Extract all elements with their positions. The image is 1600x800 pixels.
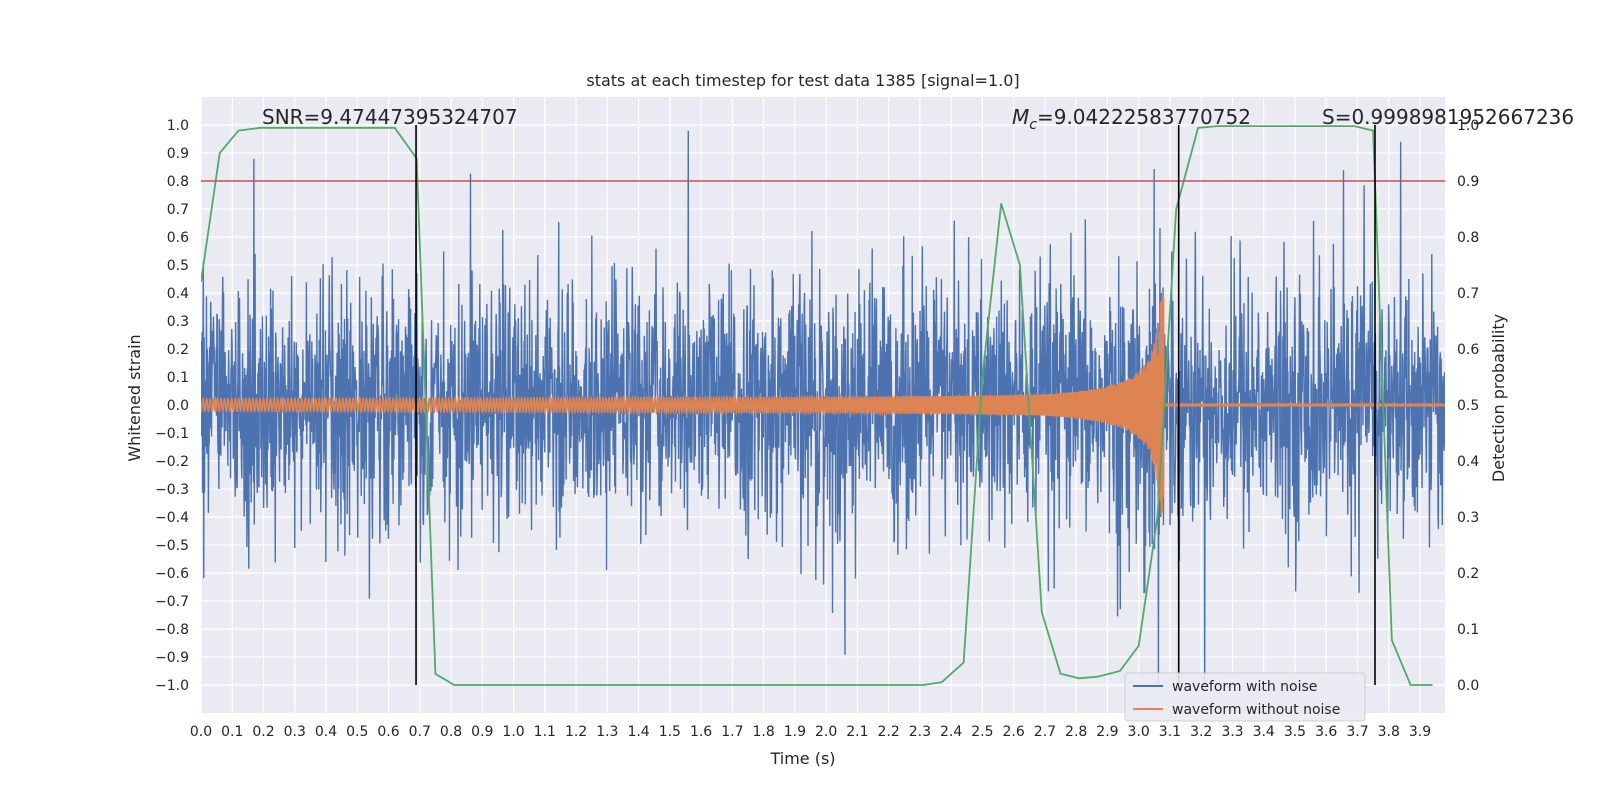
x-tick-label: 2.3 [909, 724, 931, 740]
x-tick-label: 3.7 [1346, 724, 1368, 740]
x-tick-label: 3.3 [1221, 724, 1243, 740]
y-tick-label: −0.8 [155, 622, 189, 638]
legend-clean-label: waveform without noise [1172, 702, 1340, 718]
x-tick-label: 3.8 [1378, 724, 1400, 740]
y2-tick-label: 0.8 [1457, 230, 1479, 246]
probability-line [201, 125, 1433, 686]
y2-axis-label: Detection probability [1489, 314, 1508, 482]
y-tick-label: 0.6 [167, 230, 189, 246]
y-tick-label: −0.1 [155, 426, 189, 442]
x-tick-label: 1.4 [627, 724, 649, 740]
mc-value: =9.04222583770752 [1037, 105, 1251, 129]
x-tick-label: 1.9 [784, 724, 806, 740]
x-tick-label: 0.0 [190, 724, 212, 740]
y-tick-label: −0.2 [155, 454, 189, 470]
waveform-without-noise-series [201, 296, 1445, 515]
y-tick-label: 0.2 [167, 342, 189, 358]
y-tick-label: −1.0 [155, 678, 189, 694]
x-tick-label: 0.7 [409, 724, 431, 740]
legend: waveform with noise waveform without noi… [1124, 672, 1366, 722]
x-tick-label: 1.6 [690, 724, 712, 740]
x-tick-label: 0.3 [284, 724, 306, 740]
y2-tick-label: 0.5 [1457, 398, 1479, 414]
y2-axis-ticks: 1.0 0.9 0.8 0.7 0.6 0.5 0.4 0.3 0.2 0.1 0.0 [1457, 118, 1479, 694]
y-tick-label: 0.9 [167, 146, 189, 162]
detection-probability-series [201, 125, 1433, 686]
y2-tick-label: 1.0 [1457, 118, 1479, 134]
x-tick-label: 3.4 [1253, 724, 1275, 740]
x-tick-label: 3.5 [1284, 724, 1306, 740]
y2-tick-label: 0.1 [1457, 622, 1479, 638]
y2-tick-label: 0.6 [1457, 342, 1479, 358]
y-tick-label: 0.3 [167, 314, 189, 330]
x-tick-label: 2.2 [878, 724, 900, 740]
y2-tick-label: 0.4 [1457, 454, 1479, 470]
y2-tick-label: 0.7 [1457, 286, 1479, 302]
y2-tick-label: 0.0 [1457, 678, 1479, 694]
x-tick-label: 2.5 [971, 724, 993, 740]
x-tick-label: 3.9 [1409, 724, 1431, 740]
legend-noise-label: waveform with noise [1172, 679, 1317, 695]
snr-annotation: SNR=9.47447395324707 [262, 105, 518, 129]
s-annotation: S=0.9998981952667236 [1322, 105, 1574, 129]
y-tick-label: −0.7 [155, 594, 189, 610]
clean-waveform-line [201, 296, 1445, 515]
x-axis-label: Time (s) [769, 749, 835, 768]
x-tick-label: 0.5 [346, 724, 368, 740]
x-tick-label: 3.0 [1128, 724, 1150, 740]
x-tick-label: 1.7 [721, 724, 743, 740]
x-tick-label: 0.6 [377, 724, 399, 740]
x-axis-ticks: 0.0 0.1 0.2 0.3 0.4 0.5 0.6 0.7 0.8 0.9 1.0 1.1 1.2 1… [190, 724, 1431, 740]
y-axis-ticks: 1.0 0.9 0.8 0.7 0.6 0.5 0.4 0.3 0.2 0.1 0.0 −0.1 −0.… [155, 118, 189, 694]
y-tick-label: 0.7 [167, 202, 189, 218]
x-tick-label: 1.8 [752, 724, 774, 740]
x-tick-label: 3.2 [1190, 724, 1212, 740]
y-tick-label: 1.0 [167, 118, 189, 134]
x-tick-label: 1.0 [502, 724, 524, 740]
y-tick-label: 0.5 [167, 258, 189, 274]
x-tick-label: 0.4 [315, 724, 337, 740]
y2-tick-label: 0.2 [1457, 566, 1479, 582]
y-tick-label: 0.4 [167, 286, 189, 302]
x-tick-label: 0.2 [252, 724, 274, 740]
y2-tick-label: 0.9 [1457, 174, 1479, 190]
x-tick-label: 2.4 [940, 724, 962, 740]
y-tick-label: 0.0 [167, 398, 189, 414]
x-tick-label: 3.6 [1315, 724, 1337, 740]
x-tick-label: 2.8 [1065, 724, 1087, 740]
noise-waveform-line [201, 130, 1445, 686]
x-tick-label: 0.1 [221, 724, 243, 740]
x-tick-label: 2.6 [1003, 724, 1025, 740]
x-tick-label: 2.9 [1096, 724, 1118, 740]
x-tick-label: 3.1 [1159, 724, 1181, 740]
x-tick-label: 2.1 [846, 724, 868, 740]
chirp-mass-annotation: Mc=9.04222583770752 [1012, 105, 1251, 133]
event-marker-lines [415, 125, 1376, 685]
x-tick-label: 1.5 [659, 724, 681, 740]
y-tick-label: −0.4 [155, 510, 189, 526]
y-tick-label: 0.8 [167, 174, 189, 190]
y-tick-label: 0.1 [167, 370, 189, 386]
mc-subscript: c [1029, 117, 1037, 133]
x-tick-label: 1.2 [565, 724, 587, 740]
y-tick-label: −0.3 [155, 482, 189, 498]
x-tick-label: 1.1 [534, 724, 556, 740]
x-tick-label: 0.9 [471, 724, 493, 740]
y-tick-label: −0.5 [155, 538, 189, 554]
x-tick-label: 0.8 [440, 724, 462, 740]
waveform-with-noise-series [201, 130, 1445, 686]
y2-tick-label: 0.3 [1457, 510, 1479, 526]
chart-title: stats at each timestep for test data 138… [586, 71, 1019, 90]
y-tick-label: −0.9 [155, 650, 189, 666]
x-tick-label: 2.0 [815, 724, 837, 740]
y-tick-label: −0.6 [155, 566, 189, 582]
x-tick-label: 2.7 [1034, 724, 1056, 740]
mc-symbol: M [1012, 105, 1029, 129]
y-axis-label: Whitened strain [125, 334, 144, 461]
x-tick-label: 1.3 [596, 724, 618, 740]
legend-box [1124, 672, 1366, 722]
